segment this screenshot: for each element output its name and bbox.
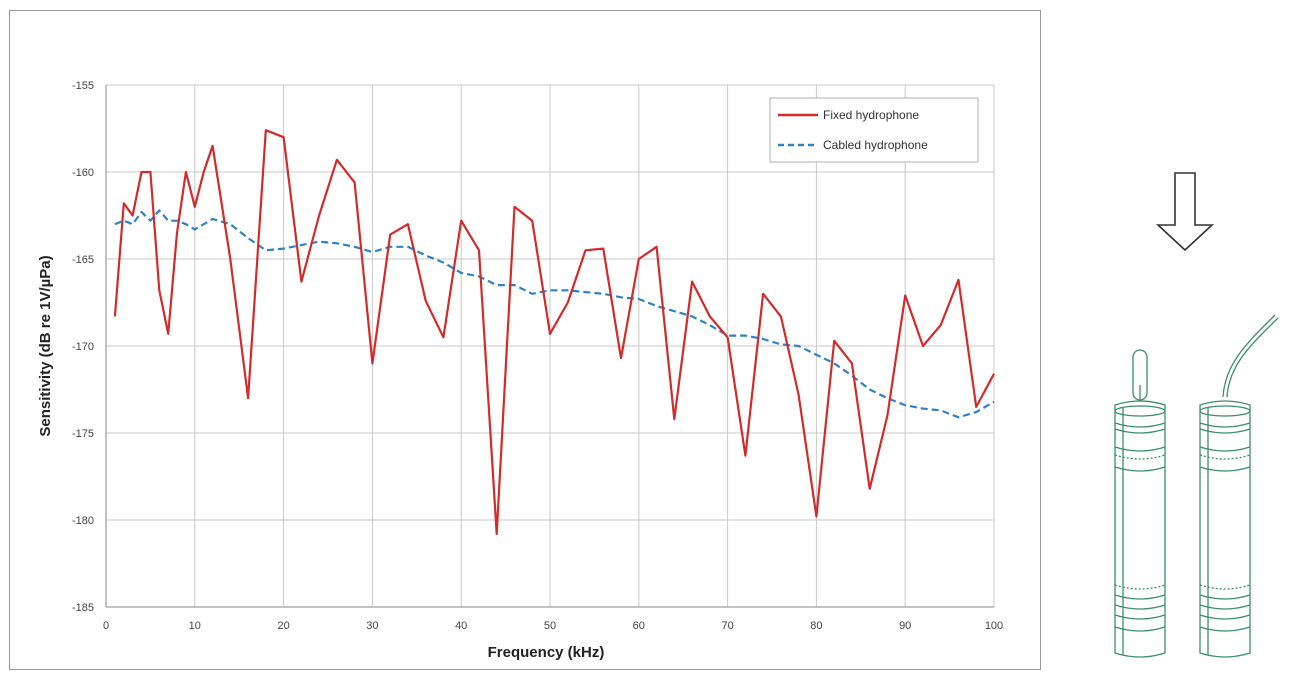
y-tick-label: -170	[72, 341, 94, 353]
chart-frame: -155 -160 -165 -170 -175 -180 -185 0 10 20 30 40 50 6…	[9, 10, 1041, 670]
hydrophone-pair-icon	[1114, 314, 1279, 658]
y-axis-title: Sensitivity (dB re 1V/µPa)	[37, 255, 54, 436]
legend-label-fixed-hydrophone: Fixed hydrophone	[823, 108, 919, 122]
y-tick-label: -155	[72, 80, 94, 92]
y-tick-label: -180	[72, 515, 94, 527]
x-tick-label: 0	[103, 620, 109, 632]
x-axis-title: Frequency (kHz)	[488, 644, 605, 661]
x-tick-label: 70	[721, 620, 733, 632]
y-tick-label: -175	[72, 428, 94, 440]
x-tick-label: 30	[366, 620, 378, 632]
x-tick-label: 50	[544, 620, 556, 632]
fixed-hydrophone-icon	[1114, 349, 1166, 658]
x-tick-label: 80	[810, 620, 822, 632]
x-tick-label: 90	[899, 620, 911, 632]
y-tick-label: -185	[72, 602, 94, 614]
series-line-fixed-hydrophone	[113, 129, 995, 536]
sensitivity-chart: -155 -160 -165 -170 -175 -180 -185 0 10 20 30 40 50 6…	[37, 80, 1003, 661]
x-tick-label: 10	[189, 620, 201, 632]
legend-box	[769, 97, 979, 163]
grid-lines	[105, 84, 995, 608]
legend-label-cabled-hydrophone: Cabled hydrophone	[823, 138, 928, 152]
axis-ticks: -155 -160 -165 -170 -175 -180 -185 0 10 20 30 40 50 6…	[72, 80, 1003, 632]
data-series	[113, 129, 995, 536]
x-tick-label: 60	[633, 620, 645, 632]
cabled-hydrophone-icon	[1199, 314, 1279, 658]
x-tick-label: 40	[455, 620, 467, 632]
legend: Fixed hydrophone Cabled hydrophone	[769, 97, 979, 163]
series-line-cabled-hydrophone	[114, 209, 995, 419]
x-tick-label: 100	[985, 620, 1003, 632]
y-tick-label: -160	[72, 167, 94, 179]
down-arrow-icon	[1155, 172, 1215, 252]
x-tick-label: 20	[277, 620, 289, 632]
y-tick-label: -165	[72, 254, 94, 266]
